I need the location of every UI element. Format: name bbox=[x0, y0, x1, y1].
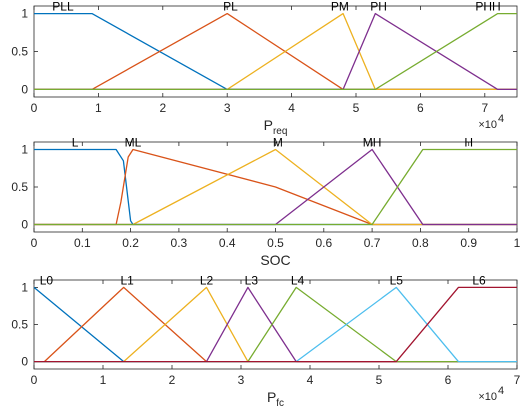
y-tick-label: 0.5 bbox=[11, 45, 28, 59]
x-tick-label: 0.7 bbox=[364, 236, 381, 250]
x-tick-label: 0.3 bbox=[171, 236, 188, 250]
x-tick-label: 0.8 bbox=[412, 236, 429, 250]
y-tick-label: 0.5 bbox=[11, 318, 28, 332]
x-tick-label: 0 bbox=[31, 236, 38, 250]
x-axis-label-main: P bbox=[267, 389, 276, 405]
series-label: ML bbox=[125, 136, 142, 150]
x-tick-label: 6 bbox=[445, 373, 452, 387]
x-tick-label: 2 bbox=[169, 373, 176, 387]
y-tick-label: 1 bbox=[21, 7, 28, 21]
series-label: PH bbox=[370, 0, 387, 14]
series-label: L bbox=[72, 136, 79, 150]
x-tick-label: 0.4 bbox=[219, 236, 236, 250]
x-tick-label: 4 bbox=[307, 373, 314, 387]
series-h-line bbox=[34, 148, 517, 226]
series-label: H bbox=[464, 136, 473, 150]
series-label: L6 bbox=[472, 273, 486, 287]
series-label: MH bbox=[363, 136, 382, 150]
x-axis-label-subscript: req bbox=[273, 126, 287, 137]
series-label: L3 bbox=[245, 273, 259, 287]
plot-area bbox=[33, 5, 518, 98]
x-tick-label: 7 bbox=[514, 373, 521, 387]
series-label: L4 bbox=[291, 273, 305, 287]
x-tick-label: 0.1 bbox=[74, 236, 91, 250]
x-tick-label: 6 bbox=[417, 101, 424, 115]
y-tick-label: 0 bbox=[21, 82, 28, 96]
x-tick-label: 1 bbox=[100, 373, 107, 387]
series-ml-line bbox=[34, 148, 517, 226]
y-tick-label: 1 bbox=[21, 143, 28, 157]
x-tick-label: 1 bbox=[514, 236, 521, 250]
x-tick-label: 0 bbox=[31, 101, 38, 115]
x-tick-label: 0.9 bbox=[460, 236, 477, 250]
series-label: L2 bbox=[200, 273, 214, 287]
x-tick-label: 5 bbox=[376, 373, 383, 387]
x-axis-label-subscript: fc bbox=[276, 398, 284, 408]
x-tick-label: 4 bbox=[288, 101, 295, 115]
x-tick-label: 3 bbox=[224, 101, 231, 115]
y-tick-label: 1 bbox=[21, 280, 28, 294]
y-tick-label: 0.5 bbox=[11, 180, 28, 194]
x-tick-label: 5 bbox=[353, 101, 360, 115]
x-tick-label: 0.2 bbox=[122, 236, 139, 250]
series-phh-line bbox=[34, 12, 517, 91]
x-axis-label: Preq bbox=[264, 117, 288, 137]
x-axis-exponent-power: 4 bbox=[498, 385, 504, 397]
x-axis-exponent: ×10 bbox=[478, 119, 497, 131]
x-axis-label: Pfc bbox=[267, 389, 284, 408]
y-tick-label: 0 bbox=[21, 218, 28, 232]
x-tick-label: 0.5 bbox=[267, 236, 284, 250]
series-label: L5 bbox=[390, 273, 404, 287]
subplot-2: 0 0.1 0.2 0.3 0.4 0.5 0.6 0.7 0.8 0.9 1 0 0.5 1 L ML M MH… bbox=[11, 136, 520, 269]
series-label: L1 bbox=[120, 273, 134, 287]
series-l6-line bbox=[34, 286, 517, 363]
series-label: PM bbox=[331, 0, 349, 14]
x-tick-label: 0 bbox=[31, 373, 38, 387]
x-tick-label: 0.6 bbox=[315, 236, 332, 250]
series-label: M bbox=[273, 136, 283, 150]
x-tick-label: 3 bbox=[238, 373, 245, 387]
series-label: L0 bbox=[40, 273, 54, 287]
series-label: PHH bbox=[475, 0, 500, 14]
y-tick-label: 0 bbox=[21, 355, 28, 369]
series-label: PL bbox=[223, 0, 238, 14]
x-tick-label: 1 bbox=[95, 101, 102, 115]
x-axis-exponent: ×10 bbox=[478, 391, 497, 403]
x-axis-label: SOC bbox=[260, 252, 290, 268]
series-label: PLL bbox=[52, 0, 74, 14]
plot-area bbox=[33, 279, 518, 370]
x-axis-label-main: P bbox=[264, 117, 273, 133]
x-tick-label: 7 bbox=[481, 101, 488, 115]
x-axis-label-main: SOC bbox=[260, 252, 290, 268]
x-tick-label: 2 bbox=[159, 101, 166, 115]
x-axis-exponent-power: 4 bbox=[498, 113, 504, 125]
